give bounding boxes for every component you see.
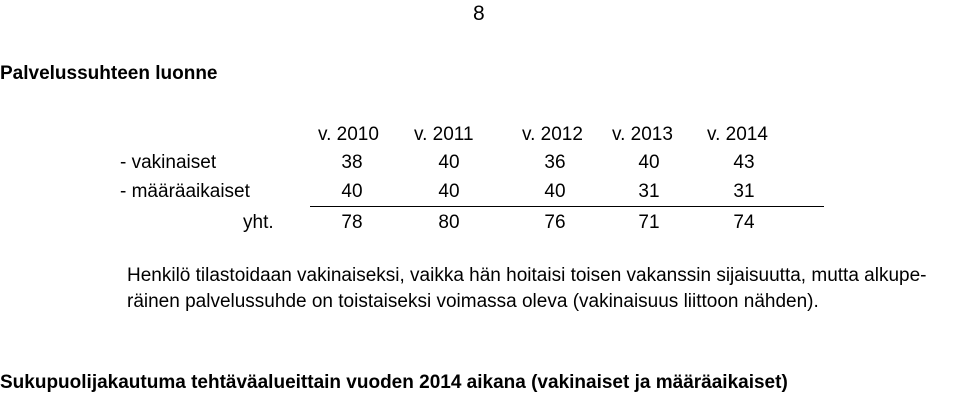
column-header-2014: v. 2014 xyxy=(707,124,768,145)
row-label-total: yht. xyxy=(243,212,274,233)
column-header-2010: v. 2010 xyxy=(318,124,379,145)
row-label-vakinaiset: - vakinaiset xyxy=(120,152,217,173)
note-line-1: Henkilö tilastoidaan vakinaiseksi, vaikk… xyxy=(127,265,927,286)
table-cell: 36 xyxy=(544,152,566,173)
table-cell: 40 xyxy=(544,181,566,202)
table-note: Henkilö tilastoidaan vakinaiseksi, vaikk… xyxy=(127,263,957,315)
table-cell: 40 xyxy=(438,181,460,202)
table-cell: 40 xyxy=(341,181,363,202)
table-cell: 38 xyxy=(341,152,363,173)
table-cell: 31 xyxy=(733,181,755,202)
column-header-2012: v. 2012 xyxy=(522,124,583,145)
page-number: 8 xyxy=(473,2,485,25)
column-header-2013: v. 2013 xyxy=(612,124,673,145)
total-rule xyxy=(310,206,824,207)
next-section-heading: Sukupuolijakautuma tehtäväalueittain vuo… xyxy=(0,372,788,393)
table-cell: 40 xyxy=(638,152,660,173)
table-cell: 78 xyxy=(341,212,363,233)
row-label-maaraaikaiset: - määräaikaiset xyxy=(120,181,250,202)
table-cell: 80 xyxy=(438,212,460,233)
note-line-2: räinen palvelussuhde on toistaiseksi voi… xyxy=(127,291,819,312)
section-heading: Palvelussuhteen luonne xyxy=(0,63,218,84)
table-cell: 76 xyxy=(544,212,566,233)
table-cell: 43 xyxy=(733,152,755,173)
column-header-2011: v. 2011 xyxy=(414,124,474,145)
table-cell: 31 xyxy=(638,181,660,202)
table-cell: 40 xyxy=(438,152,460,173)
table-cell: 71 xyxy=(638,212,660,233)
table-cell: 74 xyxy=(733,212,755,233)
